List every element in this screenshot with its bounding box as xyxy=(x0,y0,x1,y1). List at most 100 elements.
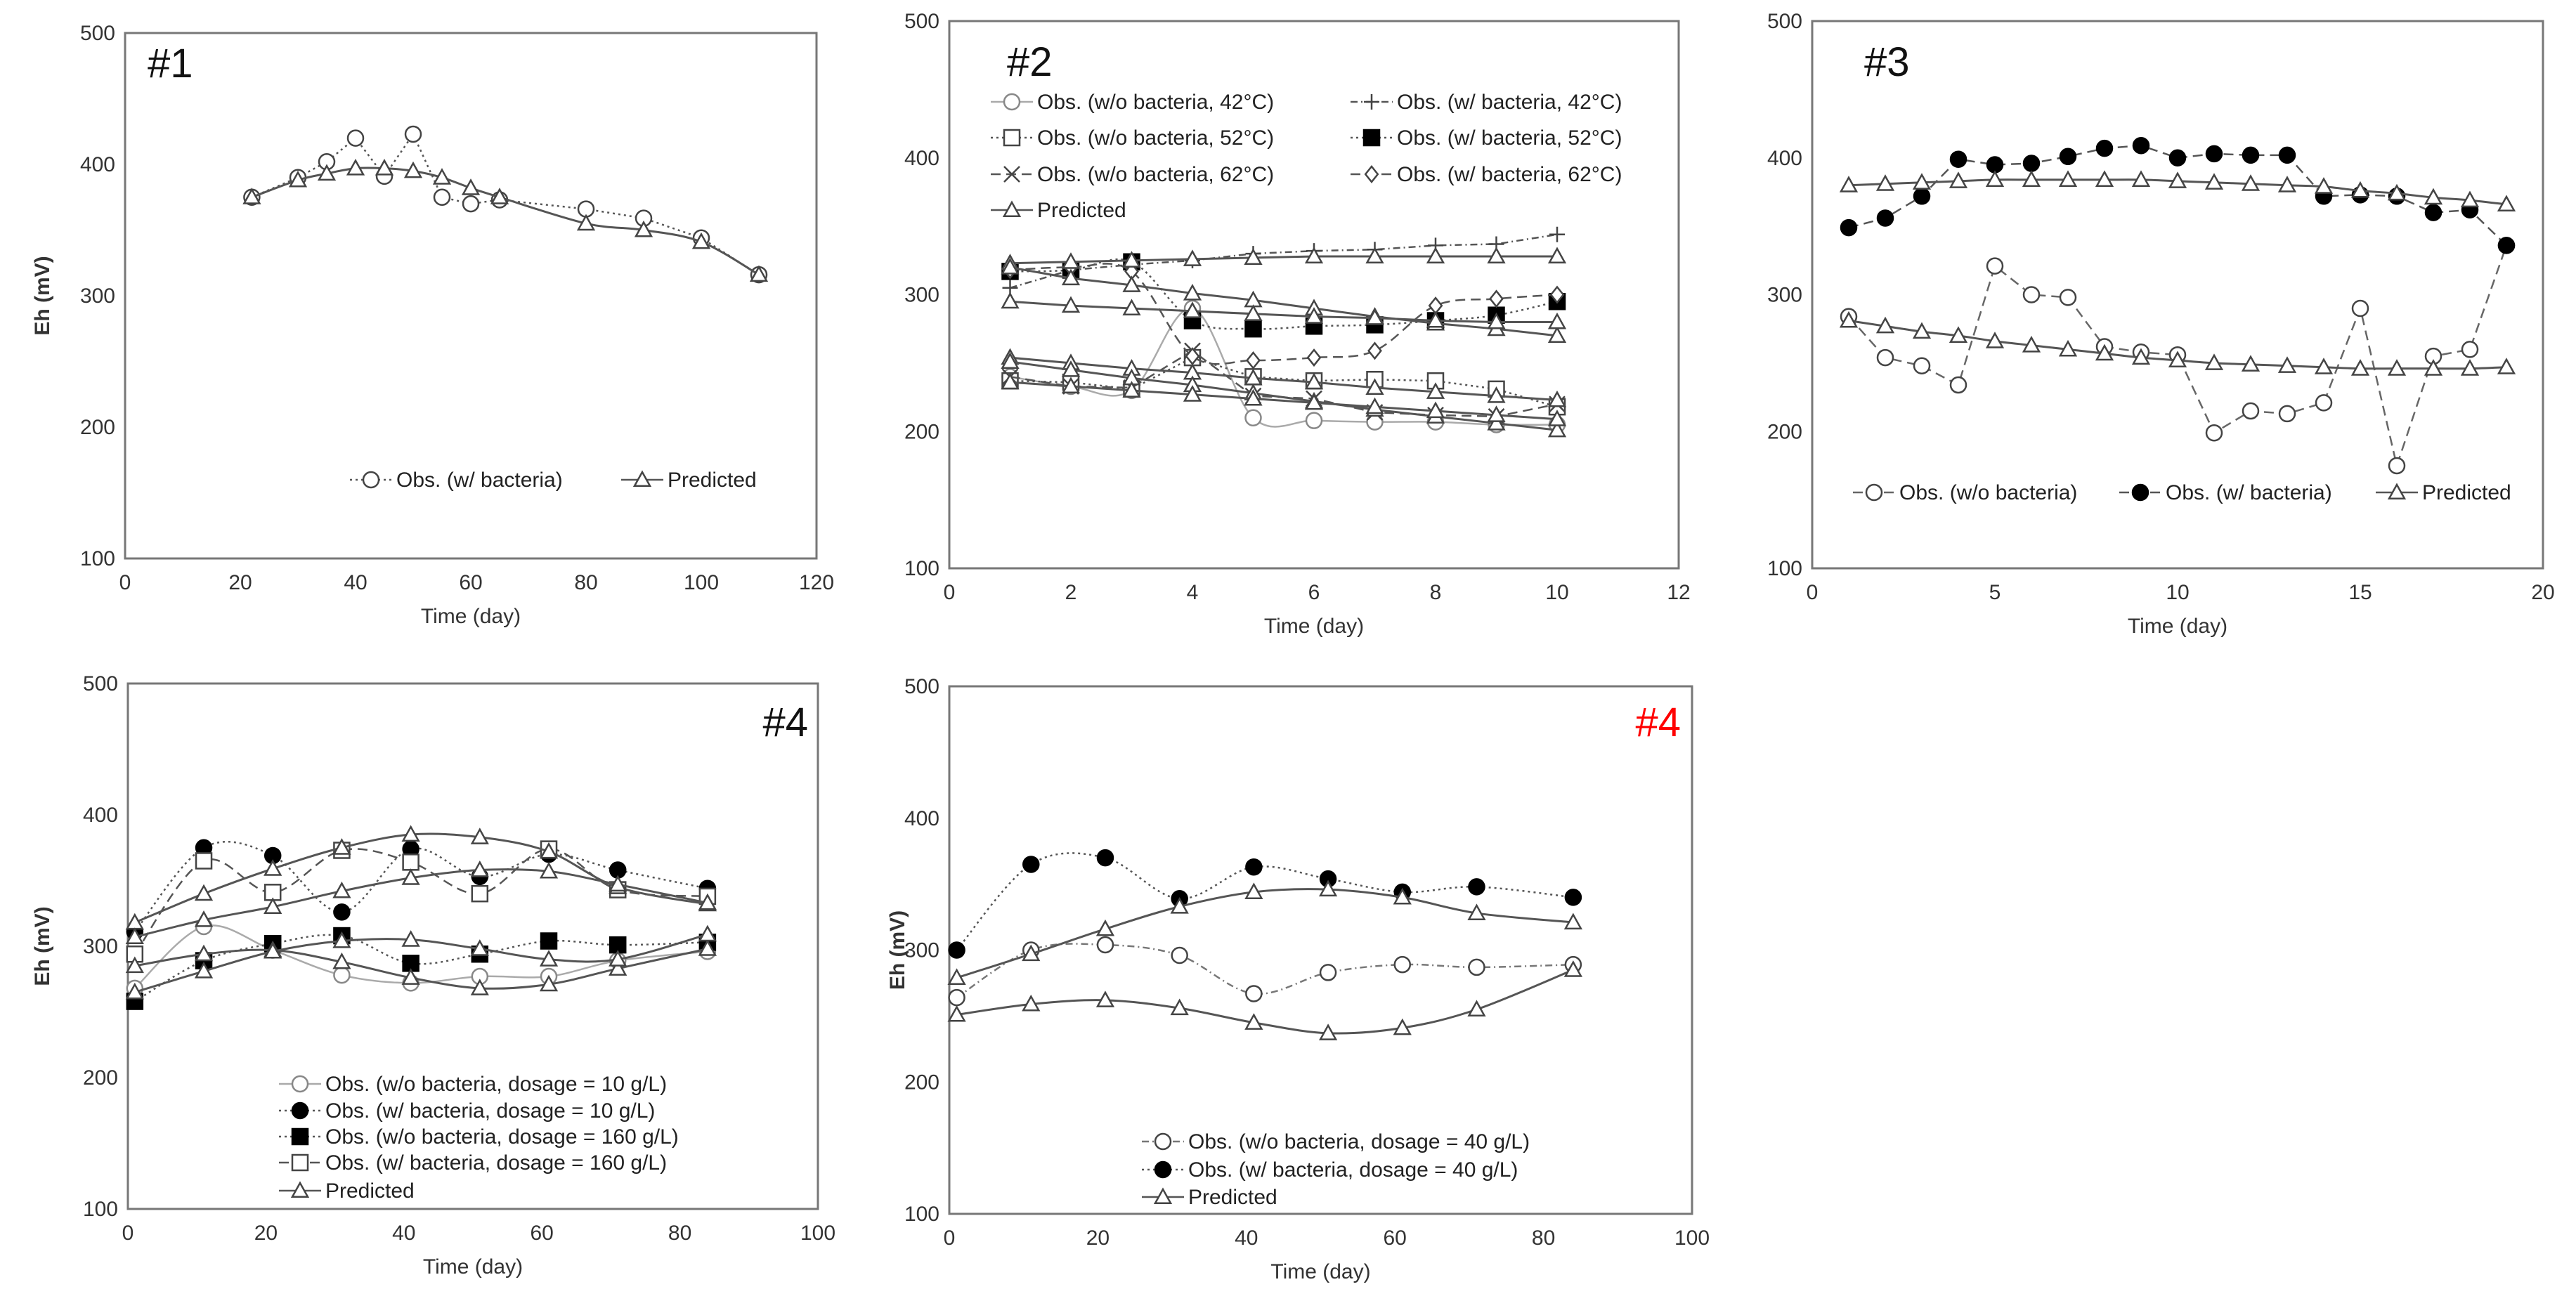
data-point xyxy=(1549,226,1565,242)
y-tick-label: 200 xyxy=(904,420,939,443)
series-predicted xyxy=(1839,170,2516,212)
legend-item: Obs. (w/ bacteria, dosage = 10 g/L) xyxy=(279,1099,655,1123)
data-point xyxy=(1183,301,1202,318)
data-point xyxy=(609,959,627,976)
data-point xyxy=(2497,358,2516,374)
y-tick-label: 500 xyxy=(904,10,939,33)
data-point xyxy=(2424,204,2442,221)
data-point xyxy=(264,897,282,914)
data-point xyxy=(1393,1018,1412,1035)
data-point xyxy=(461,178,481,195)
data-point xyxy=(1547,420,1567,438)
chart-panel-1: 100 200 300 400 500 0 20 40 60 80 100 120 Time (day)… xyxy=(31,22,834,628)
x-tick-label: 12 xyxy=(1667,581,1690,604)
data-point xyxy=(1985,170,2005,187)
chart-panel-2: 100 200 300 400 500 0 2 4 6 8 10 12 Time (day) #2 Obs.… xyxy=(904,10,1691,638)
x-tick-label: 15 xyxy=(2348,581,2372,604)
data-point xyxy=(1183,385,1202,402)
y-tick-label: 300 xyxy=(1767,284,1802,307)
legend-item: Obs. (w/ bacteria, dosage = 40 g/L) xyxy=(1142,1158,1518,1182)
data-point xyxy=(402,854,419,871)
data-point xyxy=(470,828,489,844)
data-point xyxy=(346,159,365,176)
data-point xyxy=(462,195,480,213)
data-point xyxy=(1949,376,1967,394)
legend-item: Obs. (w/o bacteria) xyxy=(1853,481,2077,504)
data-point xyxy=(2315,394,2333,412)
data-point xyxy=(2387,183,2407,201)
series-predicted-extra xyxy=(1001,292,1567,329)
data-point xyxy=(698,893,717,910)
data-point xyxy=(125,927,144,944)
y-tick-label: 500 xyxy=(83,672,118,695)
data-point xyxy=(2497,237,2516,254)
data-point xyxy=(2241,355,2260,372)
data-point xyxy=(2022,155,2041,172)
legend-item: Predicted xyxy=(621,469,757,492)
data-point xyxy=(2095,170,2114,187)
legend-label: Obs. (w/ bacteria, 42°C) xyxy=(1397,91,1622,114)
data-point xyxy=(1304,307,1324,324)
series-obs-w-bacteria-dosage-40-g-l- xyxy=(948,849,1582,959)
data-point xyxy=(1122,381,1141,398)
data-point xyxy=(2350,181,2370,198)
data-point xyxy=(2314,177,2334,194)
data-point xyxy=(2278,405,2296,423)
series-obs-w-bacteria- xyxy=(243,125,768,284)
data-point xyxy=(1095,919,1115,936)
legend-marker-icon xyxy=(2387,483,2407,500)
data-point xyxy=(2241,174,2260,191)
data-point xyxy=(2278,146,2296,164)
data-point xyxy=(2168,171,2187,188)
data-point xyxy=(1183,283,1202,301)
y-tick-label: 500 xyxy=(1767,10,1802,33)
data-point xyxy=(333,903,351,921)
legend-marker-icon xyxy=(1003,166,1020,183)
legend-label: Obs. (w/ bacteria, dosage = 10 g/L) xyxy=(325,1099,655,1123)
data-point xyxy=(1986,156,2004,174)
series-line xyxy=(1010,360,1558,431)
series-line xyxy=(1010,307,1558,428)
data-point xyxy=(948,941,965,959)
y-tick-label: 400 xyxy=(904,147,939,170)
x-axis-title: Time (day) xyxy=(1270,1260,1370,1283)
x-tick-label: 40 xyxy=(344,571,367,594)
data-point xyxy=(1547,312,1567,329)
x-tick-label: 80 xyxy=(668,1222,691,1245)
data-point xyxy=(403,161,423,178)
data-point xyxy=(540,932,558,950)
x-tick-label: 20 xyxy=(1086,1227,1110,1250)
data-point xyxy=(1001,352,1020,369)
chart-panel-5: 100 200 300 400 500 0 20 40 60 80 100 Time (day) Eh … xyxy=(886,675,1710,1283)
series-line xyxy=(956,969,1574,1035)
data-point xyxy=(1949,326,1968,343)
legend-item: Obs. (w/ bacteria) xyxy=(350,469,563,492)
data-point xyxy=(1170,896,1189,914)
series-obs-w-bacteria-dosage-160-g-l- xyxy=(126,840,717,963)
legend-marker-icon xyxy=(1362,129,1381,147)
x-tick-label: 60 xyxy=(1384,1227,1407,1250)
series-predicted-extra xyxy=(1001,257,1567,343)
series-obs-w-o-bacteria-dosage-40-g-l- xyxy=(948,936,1582,1007)
series-obs-w-o-bacteria-62-c- xyxy=(1001,342,1566,425)
data-point xyxy=(1061,360,1081,377)
data-point xyxy=(432,168,452,185)
data-point xyxy=(1839,310,1859,328)
x-tick-label: 10 xyxy=(2166,581,2189,604)
data-point xyxy=(2424,188,2443,205)
y-tick-label: 300 xyxy=(904,939,939,962)
data-point xyxy=(1061,296,1081,313)
data-point xyxy=(2131,170,2151,187)
x-tick-label: 100 xyxy=(684,571,719,594)
data-point xyxy=(332,838,351,855)
legend-item: Obs. (w/o bacteria, dosage = 160 g/L) xyxy=(279,1125,679,1149)
legend: Obs. (w/o bacteria, 42°C) Obs. (w/ bacter… xyxy=(991,91,1622,222)
y-tick-label: 200 xyxy=(904,1071,939,1094)
y-axis-title: Eh (mV) xyxy=(31,906,54,986)
plot-frame xyxy=(1811,20,2544,570)
x-tick-label: 60 xyxy=(531,1222,554,1245)
data-point xyxy=(2205,424,2223,442)
data-point xyxy=(2497,195,2516,212)
legend: Obs. (w/o bacteria) Obs. (w/ bacteria) Pre… xyxy=(1853,481,2511,504)
y-tick-label: 300 xyxy=(904,284,939,307)
